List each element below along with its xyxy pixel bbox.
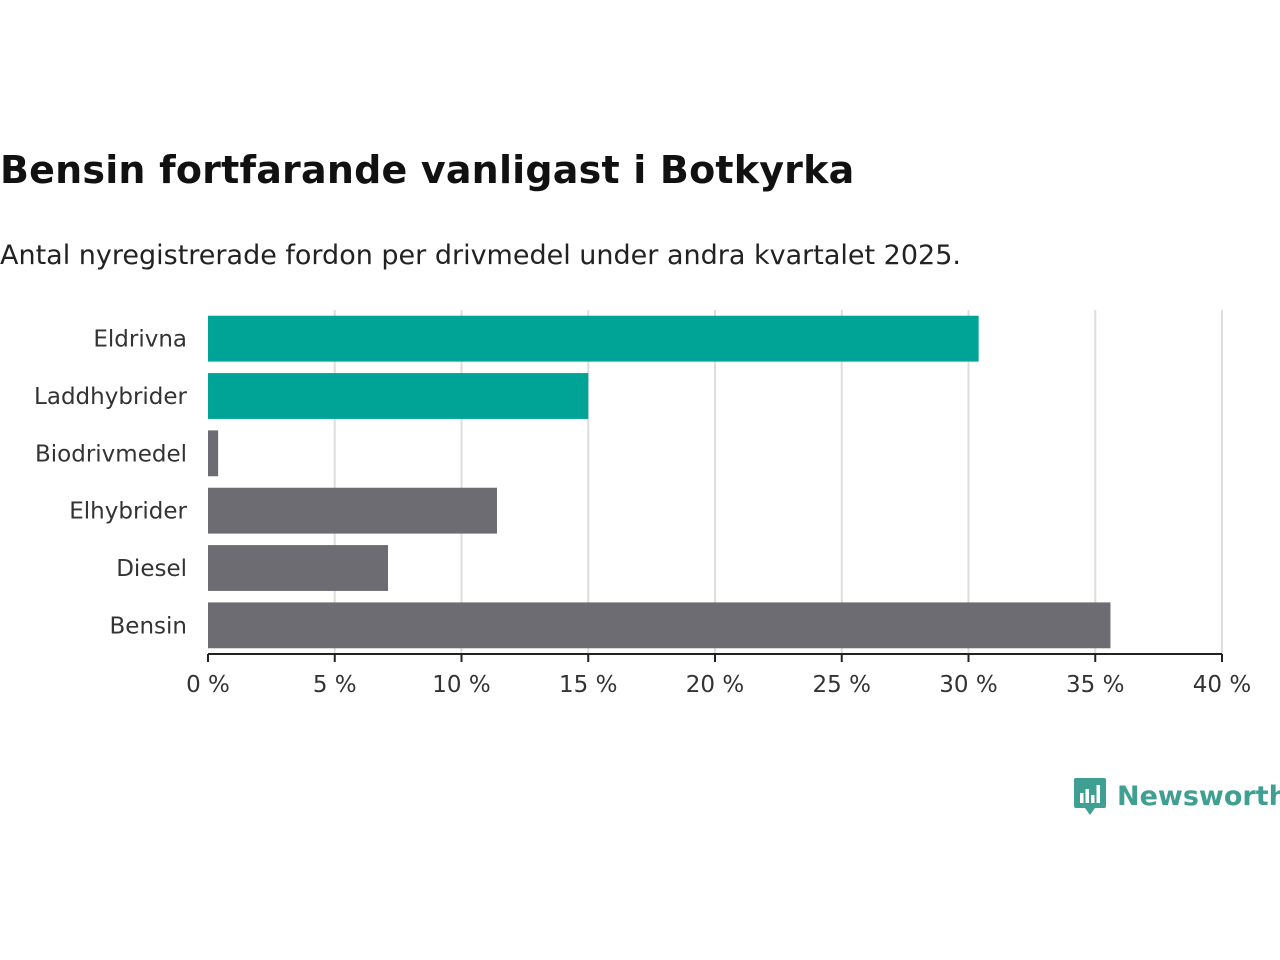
- bar: [208, 545, 388, 591]
- newsworthy-logo-icon: [1074, 778, 1106, 815]
- category-label: Laddhybrider: [34, 384, 187, 410]
- x-tick-label: 35 %: [1066, 672, 1124, 698]
- bar: [208, 430, 219, 477]
- bar-chart: Eldrivna Laddhybrider Biodrivmedel Elhybrid…: [34, 310, 1251, 698]
- category-label: Diesel: [116, 556, 187, 582]
- category-label: Bensin: [110, 613, 187, 639]
- x-tick-label: 10 %: [432, 672, 490, 698]
- chart-subtitle: Antal nyregistrerade fordon per drivmede…: [0, 240, 961, 271]
- x-tick-label: 40 %: [1193, 672, 1251, 698]
- x-tick-label: 5 %: [313, 672, 357, 698]
- x-tick-label: 20 %: [686, 672, 744, 698]
- x-tick-label: 15 %: [559, 672, 617, 698]
- category-label: Elhybrider: [69, 499, 187, 525]
- brand-name: Newsworthy: [1117, 780, 1280, 812]
- category-label: Biodrivmedel: [35, 441, 187, 467]
- chart-title: Bensin fortfarande vanligast i Botkyrka: [0, 148, 855, 192]
- x-tick-label: 0 %: [186, 672, 230, 698]
- x-tick-label: 25 %: [813, 672, 871, 698]
- bar: [208, 373, 589, 419]
- category-label: Eldrivna: [93, 327, 187, 353]
- brand-logo: Newsworthy: [1073, 776, 1280, 816]
- x-tick-label: 30 %: [939, 672, 997, 698]
- bar: [208, 602, 1111, 649]
- bar: [208, 487, 497, 534]
- bar: [208, 315, 979, 362]
